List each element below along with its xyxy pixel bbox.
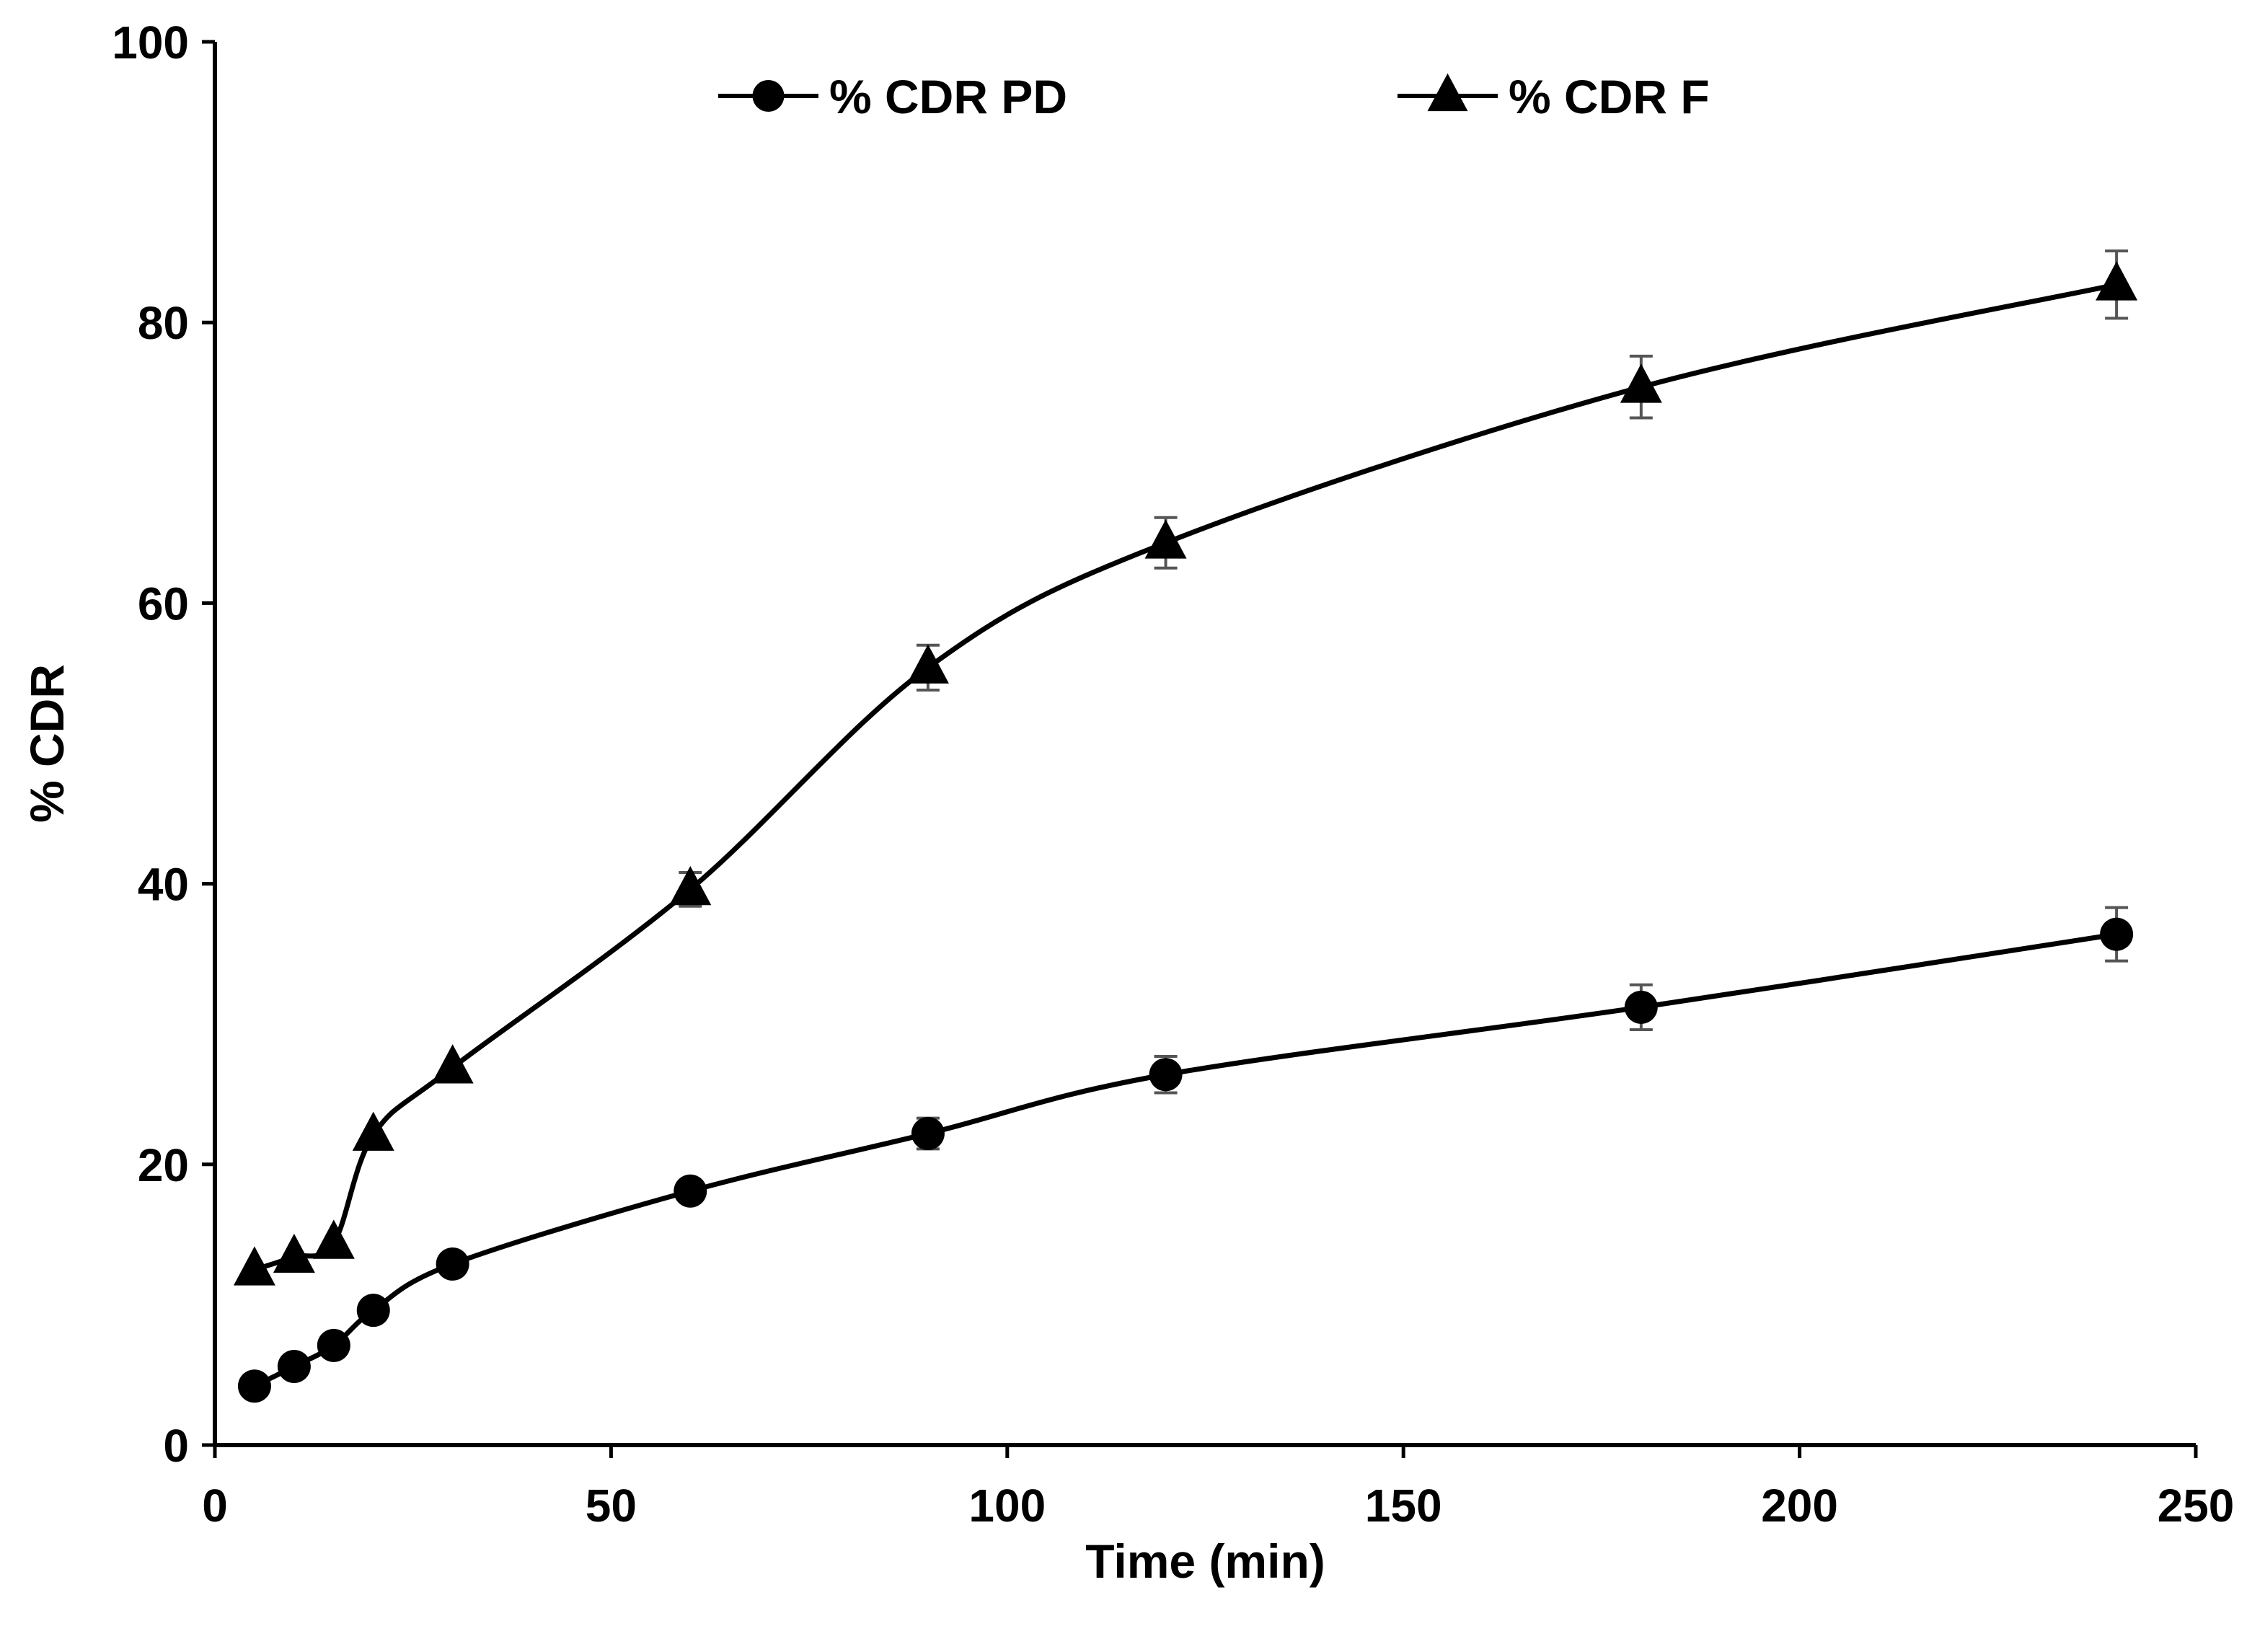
axes bbox=[213, 42, 2196, 1447]
data-point bbox=[436, 1247, 469, 1281]
legend-circle-marker-icon bbox=[752, 80, 785, 112]
legend-label-f: % CDR F bbox=[1509, 70, 1710, 123]
x-tick-label: 200 bbox=[1761, 1480, 1838, 1532]
x-tick-label: 250 bbox=[2158, 1480, 2235, 1532]
x-axis-title: Time (min) bbox=[1085, 1534, 1325, 1588]
x-tick-label: 100 bbox=[968, 1480, 1046, 1532]
data-point bbox=[273, 1233, 315, 1273]
data-point bbox=[233, 1246, 275, 1286]
y-tick-label: 0 bbox=[163, 1420, 189, 1472]
x-tick-label: 150 bbox=[1365, 1480, 1442, 1532]
y-tick-label: 100 bbox=[112, 17, 189, 69]
data-point bbox=[356, 1294, 390, 1328]
series-pd bbox=[237, 906, 2134, 1403]
data-point bbox=[2096, 261, 2138, 301]
y-ticks: 0 20 40 60 80 100 bbox=[112, 17, 215, 1472]
x-tick-label: 50 bbox=[586, 1480, 637, 1532]
data-point bbox=[431, 1044, 474, 1084]
data-point bbox=[1149, 1058, 1183, 1092]
data-point bbox=[2100, 917, 2134, 951]
series-line bbox=[253, 932, 2117, 1389]
data-point bbox=[317, 1328, 350, 1362]
data-point bbox=[669, 866, 712, 906]
data-point bbox=[1620, 363, 1662, 403]
series-line bbox=[253, 282, 2117, 1273]
y-tick-label: 40 bbox=[138, 859, 189, 911]
data-point bbox=[674, 1174, 707, 1208]
y-tick-label: 20 bbox=[138, 1139, 189, 1191]
legend-triangle-marker-icon bbox=[1427, 73, 1468, 112]
data-point bbox=[906, 644, 949, 684]
data-point bbox=[1624, 990, 1658, 1024]
legend-label-pd: % CDR PD bbox=[829, 70, 1067, 123]
data-point bbox=[911, 1116, 945, 1150]
x-tick-label: 0 bbox=[202, 1480, 228, 1532]
y-tick-label: 80 bbox=[138, 297, 189, 349]
data-point bbox=[237, 1369, 271, 1403]
data-point bbox=[277, 1350, 311, 1384]
x-ticks: 0 50 100 150 200 250 bbox=[202, 1445, 2234, 1532]
legend-item-pd: % CDR PD bbox=[718, 70, 1067, 123]
legend-item-f: % CDR F bbox=[1398, 70, 1710, 123]
data-point bbox=[1144, 519, 1187, 559]
legend: % CDR PD % CDR F bbox=[718, 70, 1710, 123]
data-point bbox=[352, 1111, 394, 1151]
series-f bbox=[233, 249, 2138, 1286]
y-tick-label: 60 bbox=[138, 578, 189, 630]
series-layer bbox=[233, 249, 2138, 1403]
data-point bbox=[312, 1219, 355, 1259]
y-axis-title: % CDR bbox=[20, 664, 74, 823]
